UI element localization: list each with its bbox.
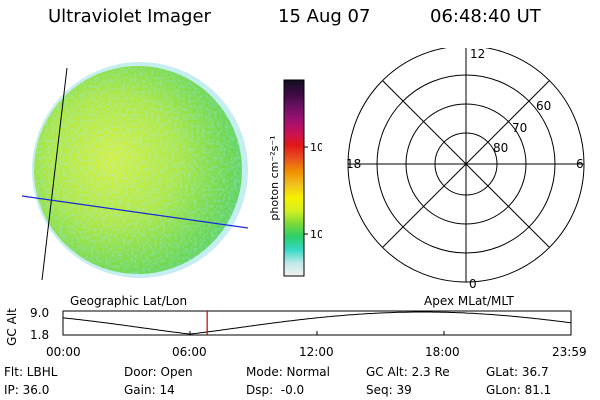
- colorbar: 100 10 photon cm⁻²s⁻¹: [268, 79, 322, 277]
- status-dsp: Dsp: -0.0: [246, 383, 305, 397]
- colorbar-unit-label: photon cm⁻²s⁻¹: [268, 135, 281, 220]
- altitude-ytick-top: 9.0: [30, 306, 50, 320]
- date-label: 15 Aug 07: [278, 6, 371, 27]
- altitude-xtick-0000: 00:00: [46, 345, 81, 359]
- altitude-xtick-1200: 12:00: [299, 345, 334, 359]
- colorbar-tick-100: 100: [310, 141, 322, 154]
- polar-mlat-mlt-plot: 12 0 18 6 60 70 80: [346, 48, 585, 291]
- status-filter: Flt: LBHL: [4, 365, 58, 379]
- colorbar-tick-10: 10: [310, 228, 322, 241]
- geo-parallel-line: [21, 195, 249, 229]
- status-door: Door: Open: [124, 365, 193, 379]
- altitude-xtick-2359: 23:59: [552, 345, 587, 359]
- geo-meridian-line: [41, 67, 68, 281]
- time-label: 06:48:40 UT: [430, 6, 541, 27]
- app-title: Ultraviolet Imager: [48, 6, 211, 27]
- geographic-caption: Geographic Lat/Lon: [70, 294, 188, 308]
- status-seq: Seq: 39: [366, 383, 412, 397]
- status-gc-alt: GC Alt: 2.3 Re: [366, 365, 450, 379]
- disk-emission: [34, 66, 242, 274]
- lat-label-70: 70: [512, 121, 527, 135]
- mlt-label-bottom: 0: [469, 277, 477, 291]
- status-glon: GLon: 81.1: [486, 383, 552, 397]
- mlt-label-left: 18: [346, 157, 361, 171]
- status-gain: Gain: 14: [124, 383, 175, 397]
- status-ip: IP: 36.0: [4, 383, 50, 397]
- uv-disk-image: [21, 62, 249, 281]
- lat-label-80: 80: [493, 141, 508, 155]
- apex-caption: Apex MLat/MLT: [424, 294, 514, 308]
- altitude-ylabel: GC Alt: [5, 308, 19, 346]
- status-glat: GLat: 36.7: [486, 365, 549, 379]
- altitude-curve: [62, 311, 572, 335]
- status-mode: Mode: Normal: [246, 365, 330, 379]
- polar-diagonal-2: [382, 80, 550, 248]
- mlt-label-top: 12: [470, 48, 485, 61]
- colorbar-scale: [283, 79, 305, 277]
- altitude-xtick-0600: 06:00: [172, 345, 207, 359]
- altitude-plot: [62, 310, 572, 336]
- altitude-ytick-bottom: 1.8: [30, 328, 50, 342]
- altitude-xtick-1800: 18:00: [425, 345, 460, 359]
- mlt-label-right: 6: [576, 157, 584, 171]
- lat-label-60: 60: [536, 99, 551, 113]
